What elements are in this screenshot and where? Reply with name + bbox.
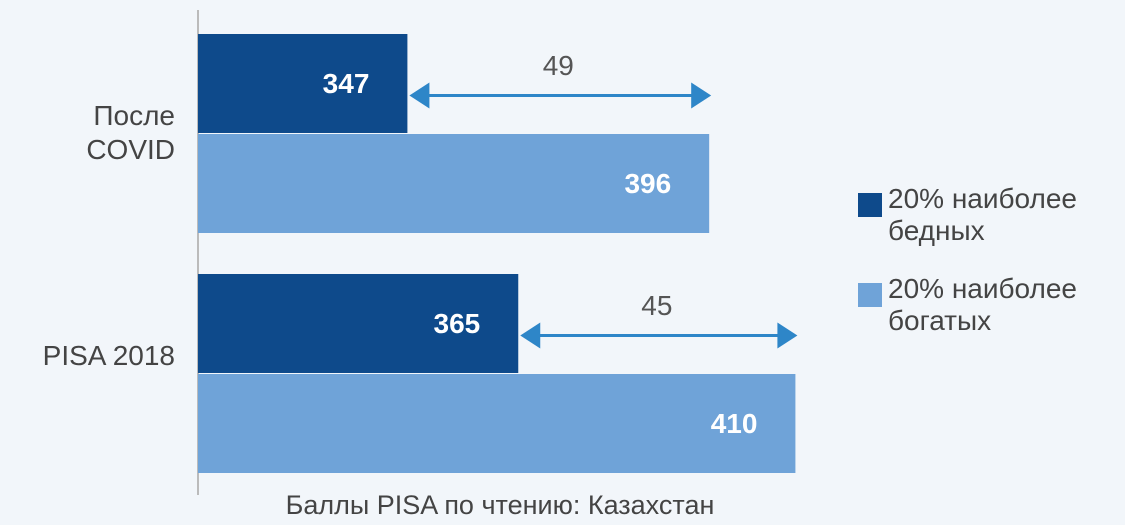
value-label: 410	[711, 408, 758, 439]
bar	[198, 134, 710, 233]
arrow-head	[409, 82, 430, 109]
legend-swatch	[858, 193, 882, 217]
arrow-head	[691, 82, 712, 109]
legend-label: 20% наиболее богатых	[888, 273, 1077, 336]
bar	[198, 374, 796, 473]
arrow-head	[777, 322, 798, 349]
legend-label: 20% наиболее бедных	[888, 183, 1077, 246]
difference-label: 49	[543, 50, 574, 81]
arrow-head	[520, 322, 541, 349]
y-tick-label: После COVID	[86, 100, 175, 165]
legend-swatch	[858, 283, 882, 307]
bar	[198, 274, 519, 373]
value-label: 365	[434, 308, 481, 339]
y-tick-label: PISA 2018	[42, 340, 175, 371]
value-label: 347	[323, 68, 370, 99]
value-label: 396	[624, 168, 671, 199]
x-axis-label: Баллы PISA по чтению: Казахстан	[285, 490, 715, 520]
difference-label: 45	[641, 290, 672, 321]
bar	[198, 34, 408, 133]
